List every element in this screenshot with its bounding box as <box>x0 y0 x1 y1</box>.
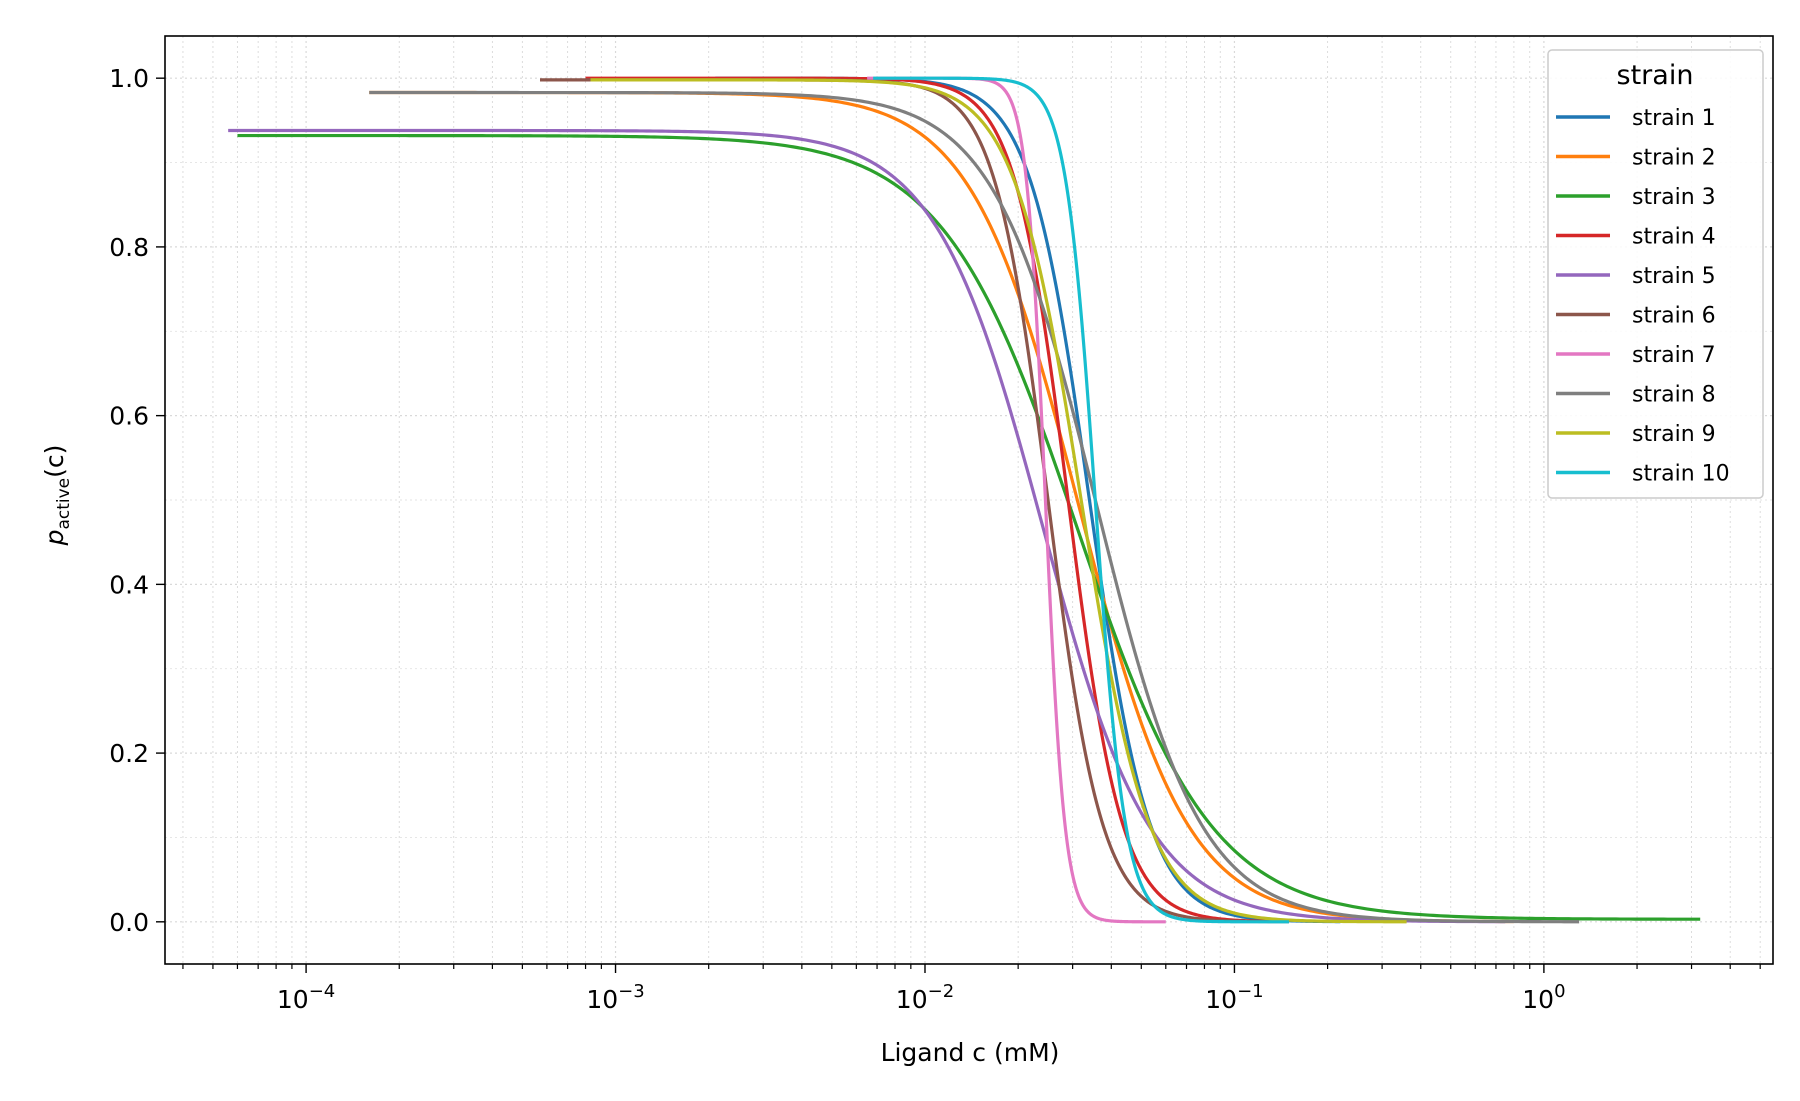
legend-label-strain-2: strain 2 <box>1632 146 1716 171</box>
x-tick-label: 10−4 <box>277 981 335 1014</box>
legend-label-strain-3: strain 3 <box>1632 185 1716 210</box>
y-axis-label: pactive(c) <box>40 445 74 547</box>
x-tick-label-base: 10 <box>1522 985 1554 1014</box>
series-line-strain-6 <box>540 78 1289 924</box>
x-tick-label-exponent: −4 <box>309 981 336 1002</box>
legend-box <box>1547 49 1764 499</box>
legend-label-strain-10: strain 10 <box>1632 462 1730 487</box>
series-line-strain-4 <box>585 76 1270 923</box>
x-tick-label-base: 10 <box>1205 985 1237 1014</box>
x-tick-label-exponent: 0 <box>1554 981 1565 1002</box>
x-tick-label: 100 <box>1522 981 1565 1014</box>
y-axis-label-main: p <box>40 530 69 547</box>
series-line-strain-3 <box>237 133 1701 921</box>
legend-label-strain-5: strain 5 <box>1632 264 1716 289</box>
x-tick-label-base: 10 <box>896 985 928 1014</box>
series-line-strain-2 <box>369 90 1514 924</box>
series-line-strain-9 <box>590 78 1407 924</box>
legend-label-strain-8: strain 8 <box>1632 383 1716 408</box>
legend-label-strain-1: strain 1 <box>1632 106 1716 131</box>
series-line-strain-8 <box>369 90 1580 924</box>
x-tick-label-base: 10 <box>586 985 618 1014</box>
y-tick-label: 0.4 <box>109 570 149 599</box>
x-tick-label-exponent: −3 <box>618 981 645 1002</box>
y-axis-ticks: 0.0 0.2 0.4 0.6 0.8 1.0 <box>109 64 165 937</box>
x-tick-label: 10−2 <box>896 981 954 1014</box>
plot-area-frame <box>164 35 1774 965</box>
legend-entries: strain 1 strain 2 strain 3 strain 4 strain 5… <box>1556 106 1730 487</box>
y-tick-label: 0.8 <box>109 233 149 262</box>
series-lines <box>228 76 1701 924</box>
y-tick-label: 0.0 <box>109 908 149 937</box>
y-tick-label: 1.0 <box>109 64 149 93</box>
legend-label-strain-7: strain 7 <box>1632 343 1716 368</box>
legend-label-strain-4: strain 4 <box>1632 225 1716 250</box>
x-tick-label: 10−3 <box>586 981 644 1014</box>
y-tick-label: 0.2 <box>109 739 149 768</box>
legend-title: strain <box>1617 60 1694 91</box>
y-tick-label: 0.6 <box>109 402 149 431</box>
y-axis-label-subscript: active <box>54 478 74 530</box>
legend-label-strain-6: strain 6 <box>1632 304 1716 329</box>
series-line-strain-10 <box>872 76 1290 924</box>
y-axis-label-tail: (c) <box>40 445 69 478</box>
x-axis-ticks: 10−4 10−3 10−2 10−1 100 <box>182 964 1761 1014</box>
x-tick-label-base: 10 <box>277 985 309 1014</box>
x-tick-label-exponent: −1 <box>1237 981 1264 1002</box>
x-tick-label: 10−1 <box>1205 981 1263 1014</box>
x-tick-label-exponent: −2 <box>928 981 955 1002</box>
grid-lines <box>165 36 1773 964</box>
series-line-strain-5 <box>228 128 1506 924</box>
x-axis-label: Ligand c (mM) <box>881 1038 1060 1067</box>
legend-label-strain-9: strain 9 <box>1632 422 1716 447</box>
